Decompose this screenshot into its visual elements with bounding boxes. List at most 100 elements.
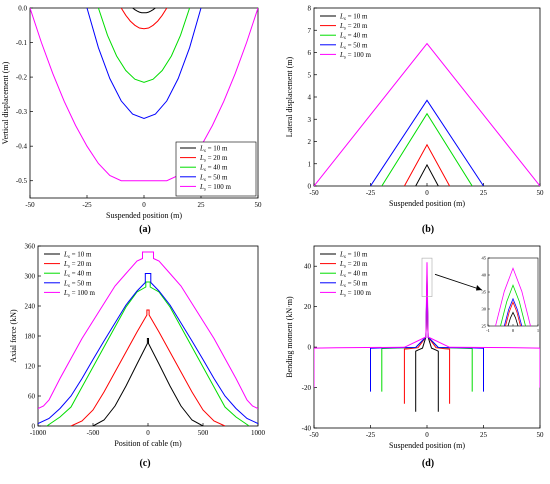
series-line-5 — [314, 42, 540, 186]
series-line-1 — [132, 8, 156, 14]
y-tick-label: 60 — [28, 393, 36, 401]
x-tick-label: -25 — [366, 189, 376, 197]
legend-subscript: s — [344, 265, 346, 270]
y-tick-label: 240 — [25, 303, 36, 311]
legend-entry-1: Ls = 10 m — [199, 145, 228, 155]
x-tick-label: 0 — [142, 201, 146, 209]
panel-label: (c) — [139, 458, 150, 469]
legend-value: = 40 m — [70, 270, 92, 278]
series-line-1 — [415, 163, 439, 186]
legend-symbol: L — [63, 289, 68, 297]
series-line-4 — [370, 99, 484, 186]
inset-peak-1 — [507, 311, 519, 327]
legend-entry-1: Ls = 10 m — [339, 251, 368, 261]
legend-entry-5: Ls = 100 m — [339, 51, 372, 61]
inset-peak-2 — [505, 301, 521, 327]
panel-2: -50 -25 0 25 50 0 1 2 3 4 5 6 7 8 Suspended position (… — [285, 5, 544, 236]
legend-symbol: L — [63, 251, 68, 259]
legend-subscript: s — [344, 293, 346, 298]
legend-value: = 10 m — [206, 145, 228, 153]
legend-subscript: s — [68, 255, 70, 260]
legend-entry-2: Ls = 20 m — [339, 22, 368, 32]
inset: -1 0 1 25 30 35 40 45 — [482, 256, 540, 334]
inset-y-tick-label: 25 — [482, 324, 487, 329]
y-tick-label: 0 — [32, 423, 36, 431]
y-tick-label: 0.0 — [18, 5, 27, 13]
legend-entry-3: Ls = 40 m — [339, 32, 368, 42]
y-tick-label: 1 — [308, 160, 312, 168]
inset-y-tick-label: 35 — [482, 290, 487, 295]
legend-symbol: L — [339, 51, 344, 59]
legend-subscript: s — [344, 284, 346, 289]
legend-subscript: s — [344, 274, 346, 279]
y-tick-label: 2 — [308, 138, 312, 146]
legend-subscript: s — [204, 149, 206, 154]
x-axis-label: Position of cable (m) — [114, 439, 182, 448]
legend-entry-4: Ls = 50 m — [339, 41, 368, 51]
x-tick-label: -25 — [366, 431, 376, 439]
x-tick-label: -1000 — [30, 429, 47, 437]
series-line-2 — [120, 8, 168, 30]
x-tick-label: 0 — [425, 189, 429, 197]
legend-subscript: s — [344, 36, 346, 41]
y-tick-label: 0 — [308, 183, 312, 191]
y-tick-label: -0.1 — [16, 39, 28, 47]
legend-symbol: L — [339, 41, 344, 49]
inset-peak-3 — [500, 284, 526, 327]
legend-value: = 10 m — [346, 251, 368, 259]
x-tick-label: 25 — [480, 189, 488, 197]
y-tick-label: -20 — [302, 384, 312, 392]
legend-value: = 50 m — [346, 279, 368, 287]
x-tick-label: -25 — [82, 201, 92, 209]
x-tick-label: -50 — [25, 201, 35, 209]
y-tick-label: -40 — [302, 425, 312, 433]
x-tick-label: 1000 — [251, 429, 266, 437]
legend-symbol: L — [199, 173, 204, 181]
y-tick-label: 4 — [308, 94, 312, 102]
legend-box — [175, 141, 257, 197]
x-tick-label: 50 — [537, 189, 545, 197]
y-tick-label: 360 — [25, 243, 36, 251]
legend-value: = 50 m — [70, 279, 92, 287]
legend-subscript: s — [344, 27, 346, 32]
series-line-4 — [38, 273, 258, 424]
legend-subscript: s — [68, 265, 70, 270]
panel-3: -1000 -500 0 500 1000 0 60 120 180 240 300 360 Posit… — [9, 243, 266, 470]
legend-subscript: s — [204, 187, 206, 192]
legend-subscript: s — [68, 293, 70, 298]
y-axis-label: Lateral displacement (m) — [285, 56, 294, 137]
legend-symbol: L — [339, 289, 344, 297]
legend-value: = 40 m — [206, 164, 228, 172]
legend-entry-5: Ls = 100 m — [199, 183, 232, 193]
inset-y-tick-label: 40 — [482, 273, 487, 278]
legend-entry-5: Ls = 100 m — [339, 289, 372, 299]
legend: Ls = 10 mLs = 20 mLs = 40 mLs = 50 mLs =… — [175, 141, 257, 197]
series-line-5 — [38, 251, 258, 409]
series-line-1 — [92, 338, 204, 426]
legend: Ls = 10 mLs = 20 mLs = 40 mLs = 50 mLs =… — [320, 13, 372, 61]
inset-x-tick-label: 1 — [537, 328, 539, 333]
legend-entry-3: Ls = 40 m — [199, 164, 228, 174]
legend-entry-4: Ls = 50 m — [63, 279, 92, 289]
legend-subscript: s — [204, 168, 206, 173]
y-tick-label: 120 — [25, 363, 36, 371]
panel-4: -50 -25 0 25 50 -40 -20 0 20 40 Suspended position… — [285, 245, 544, 469]
legend-symbol: L — [199, 154, 204, 162]
legend-value: = 20 m — [70, 260, 92, 268]
y-tick-label: 0 — [308, 344, 312, 352]
legend-entry-2: Ls = 20 m — [199, 154, 228, 164]
x-axis-label: Suspended position (m) — [389, 199, 465, 208]
legend-value: = 100 m — [346, 289, 372, 297]
legend-symbol: L — [199, 164, 204, 172]
legend-value: = 100 m — [70, 289, 96, 297]
legend: Ls = 10 mLs = 20 mLs = 40 mLs = 50 mLs =… — [44, 251, 96, 298]
legend-symbol: L — [339, 279, 344, 287]
zoom-arrow — [434, 273, 483, 291]
legend-value: = 10 m — [346, 13, 368, 21]
series-line-2 — [70, 309, 226, 426]
legend-symbol: L — [339, 22, 344, 30]
legend-value: = 40 m — [346, 270, 368, 278]
x-tick-label: 0 — [146, 429, 150, 437]
